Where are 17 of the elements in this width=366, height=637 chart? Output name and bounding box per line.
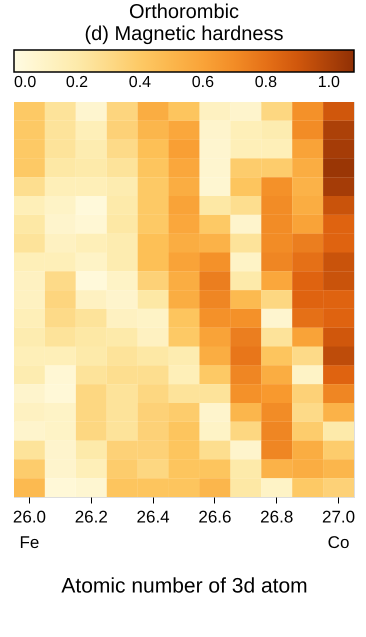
x-tick-label: 26.8 <box>260 508 294 526</box>
x-tick-label: 26.0 <box>12 508 46 526</box>
color-bar-label: 0.0 <box>14 74 36 91</box>
text: (d) Magnetic hardness <box>84 23 284 45</box>
text: Fe <box>20 533 40 552</box>
text: Orthorombic <box>128 1 240 23</box>
color-bar-label: 1.0 <box>318 74 340 91</box>
x-axis-title: Atomic number of 3d atom <box>61 574 308 598</box>
x-tick-label: 26.4 <box>136 508 170 526</box>
x-tick-label: 26.2 <box>74 508 108 526</box>
color-bar-label: 0.2 <box>66 74 88 91</box>
x-tick-label: 26.6 <box>198 508 232 526</box>
color-bar-label: 0.8 <box>254 74 278 91</box>
x-tick-label: 27.0 <box>322 508 356 526</box>
color-bar-label: 0.6 <box>192 74 214 91</box>
color-bar-label: 0.4 <box>128 74 152 91</box>
text: Co <box>328 533 350 552</box>
